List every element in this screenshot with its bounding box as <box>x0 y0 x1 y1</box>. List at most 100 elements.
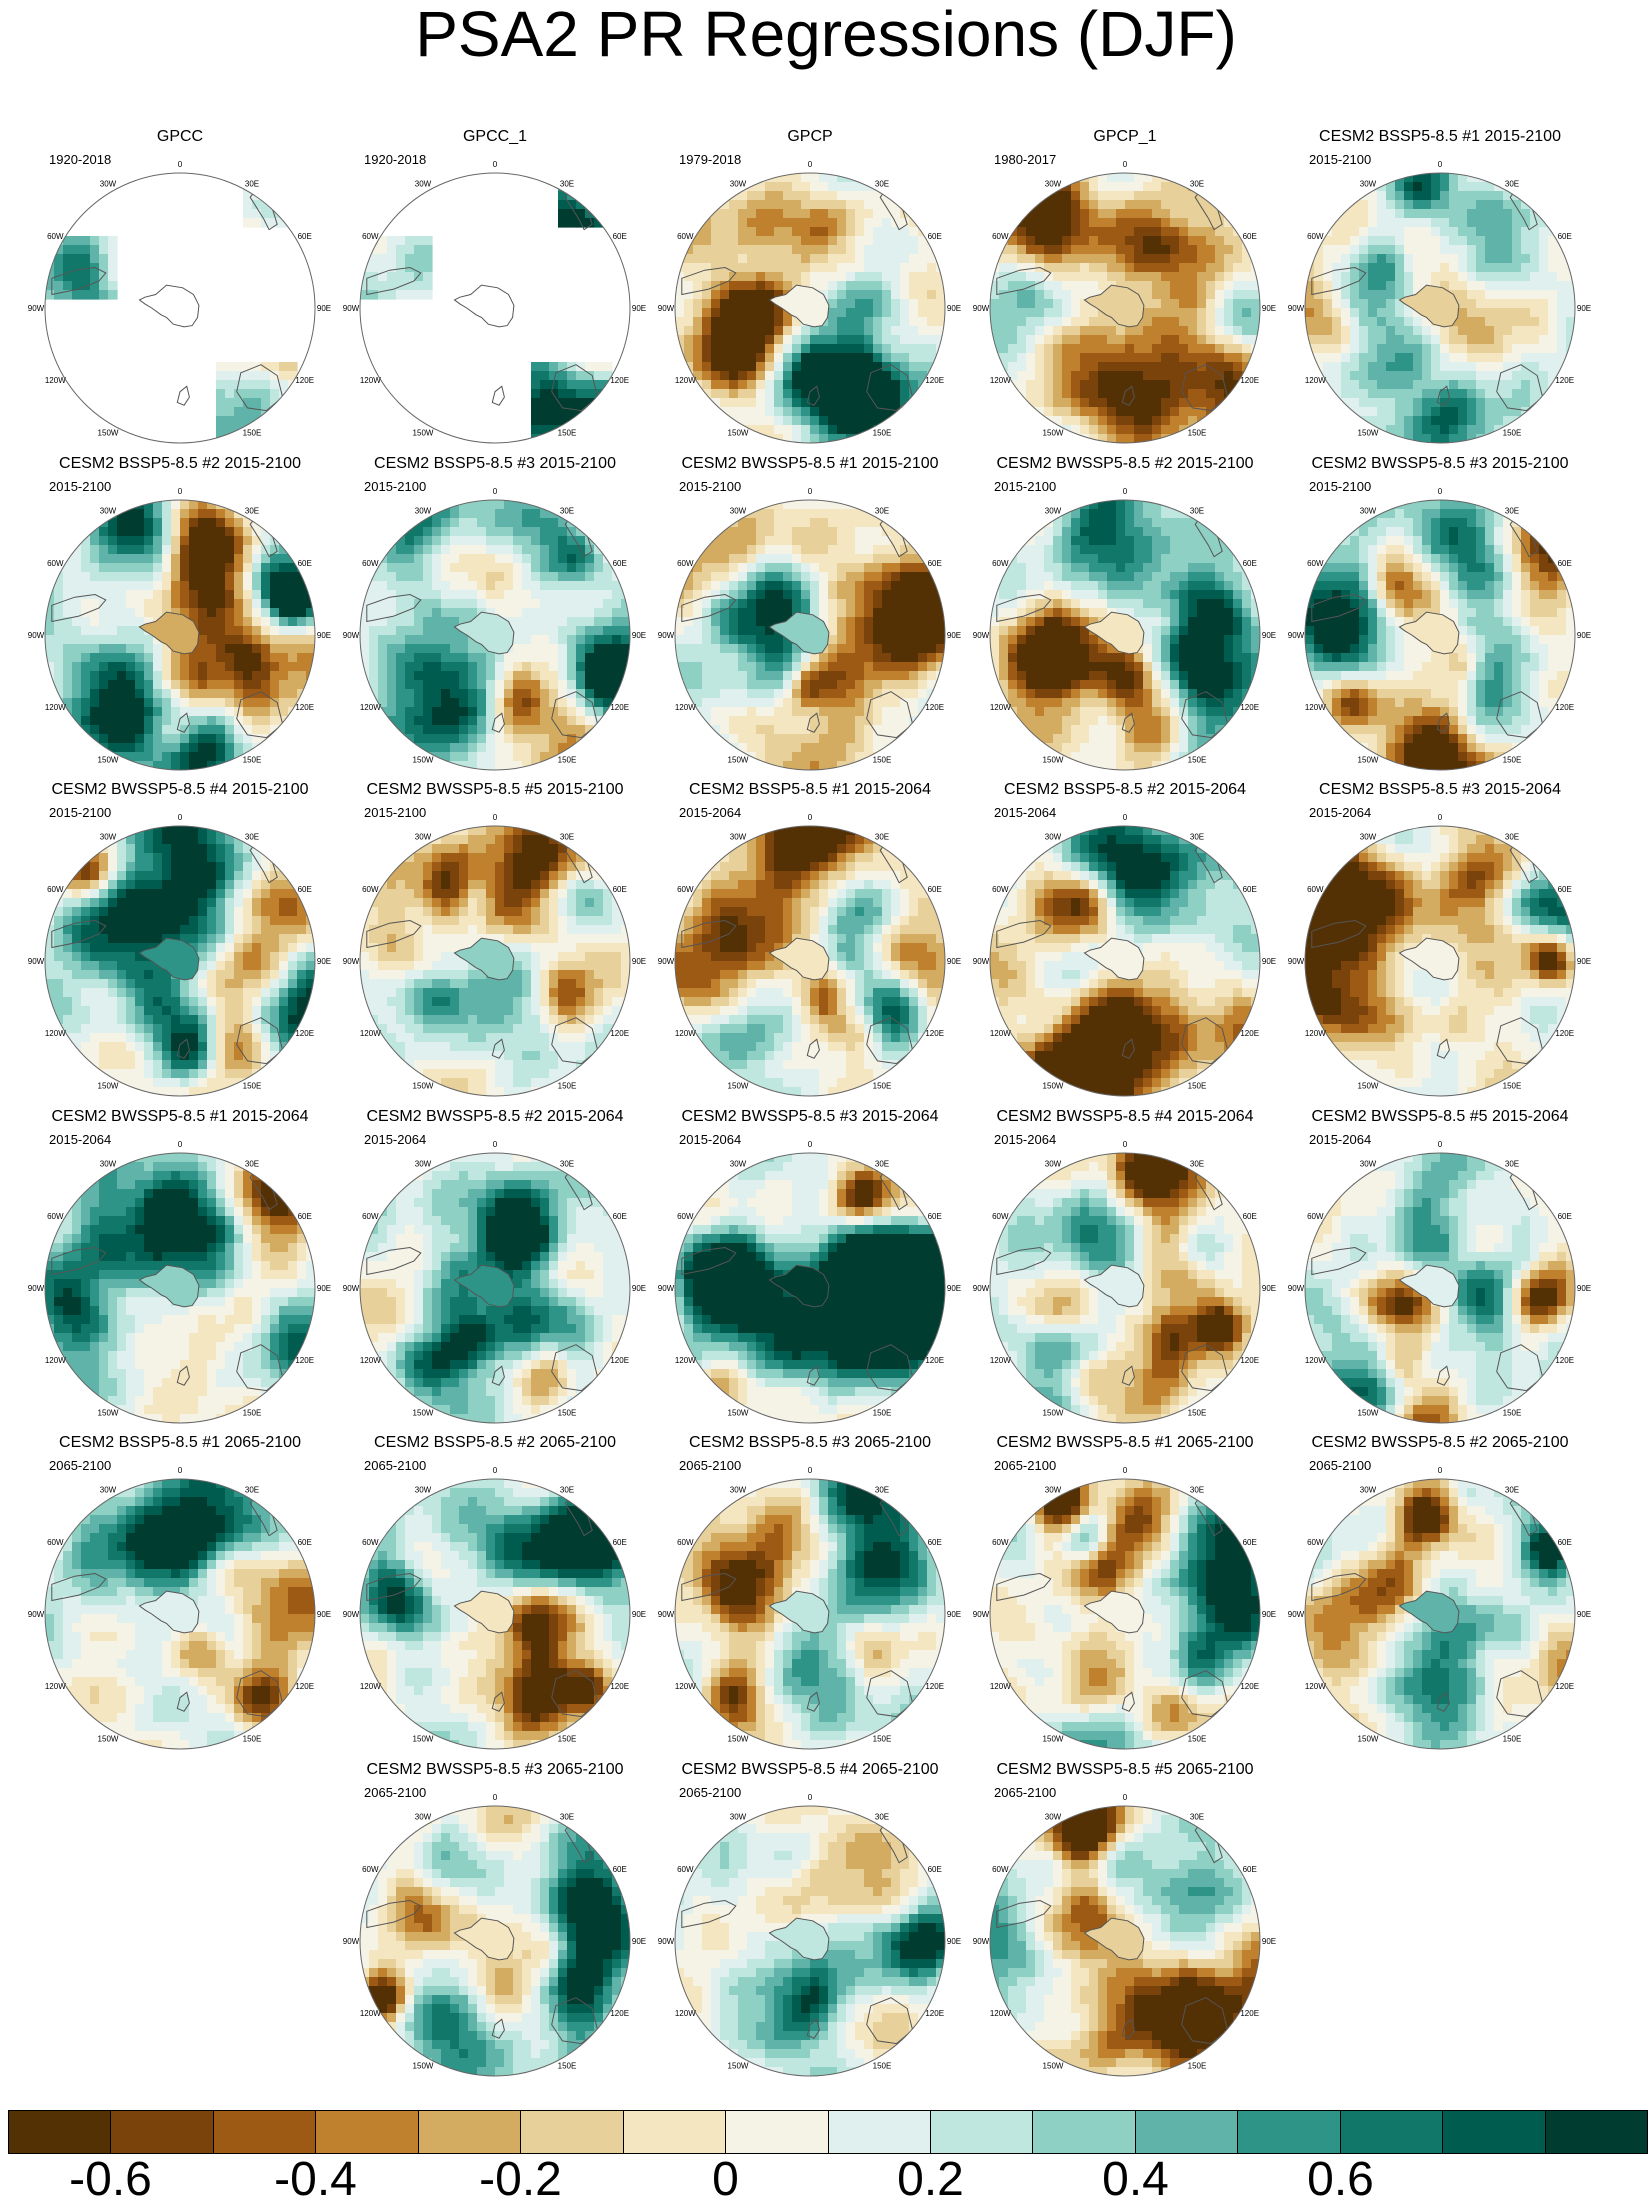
longitude-label: 120W <box>990 1682 1011 1691</box>
longitude-label: 60W <box>992 559 1009 568</box>
longitude-label: 150W <box>728 756 749 765</box>
longitude-label: 120E <box>1240 703 1259 712</box>
longitude-label: 120E <box>925 1682 944 1691</box>
longitude-label: 150W <box>98 1409 119 1418</box>
regression-field <box>360 173 630 444</box>
longitude-label: 120E <box>1240 1682 1259 1691</box>
longitude-label: 120W <box>45 1356 66 1365</box>
longitude-label: 60W <box>677 1865 694 1874</box>
longitude-label: 90E <box>632 957 646 966</box>
longitude-label: 120W <box>990 1356 1011 1365</box>
regression-field <box>1305 826 1576 1097</box>
longitude-label: 60E <box>1243 1538 1257 1547</box>
longitude-label: 150W <box>1358 1082 1379 1091</box>
longitude-label: 120E <box>295 1682 314 1691</box>
longitude-label: 150W <box>728 429 749 438</box>
longitude-label: 60E <box>1558 1538 1572 1547</box>
colorbar-tick-label: -0.2 <box>461 2152 581 2208</box>
longitude-label: 120E <box>610 376 629 385</box>
longitude-label: 90E <box>947 304 961 313</box>
longitude-label: 150W <box>413 1409 434 1418</box>
longitude-label: 90W <box>343 631 360 640</box>
polar-map: 030E60E90E120E150E180150W120W90W60W30W <box>965 781 1285 1101</box>
colorbar-swatch <box>726 2111 828 2153</box>
longitude-label: 90E <box>1577 1610 1591 1619</box>
longitude-label: 90W <box>658 957 675 966</box>
longitude-label: 60W <box>362 232 379 241</box>
longitude-label: 120E <box>610 1356 629 1365</box>
longitude-label: 150W <box>1358 756 1379 765</box>
longitude-label: 90E <box>1262 1937 1276 1946</box>
longitude-label: 90W <box>28 1610 45 1619</box>
longitude-label: 60E <box>1243 1212 1257 1221</box>
longitude-label: 150W <box>413 1735 434 1744</box>
polar-map: 030E60E90E120E150E180150W120W90W60W30W <box>1280 1434 1600 1754</box>
longitude-label: 60E <box>928 885 942 894</box>
longitude-label: 90E <box>632 1610 646 1619</box>
regression-field <box>1305 1479 1576 1750</box>
longitude-label: 120E <box>1555 1682 1574 1691</box>
longitude-label: 90E <box>1262 631 1276 640</box>
longitude-label: 120W <box>360 1029 381 1038</box>
longitude-label: 150E <box>558 429 577 438</box>
longitude-label: 120W <box>1305 703 1326 712</box>
longitude-label: 0 <box>493 1140 498 1149</box>
longitude-label: 90W <box>28 631 45 640</box>
colorbar-swatch <box>111 2111 213 2153</box>
longitude-label: 60E <box>928 232 942 241</box>
longitude-label: 90E <box>1577 1284 1591 1293</box>
regression-field <box>675 173 946 444</box>
longitude-label: 0 <box>808 1466 813 1475</box>
longitude-label: 30E <box>560 1159 574 1168</box>
longitude-label: 30W <box>1360 1485 1377 1494</box>
colorbar-swatch <box>1136 2111 1238 2153</box>
longitude-label: 150E <box>558 1735 577 1744</box>
polar-map: 030E60E90E120E150E180150W120W90W60W30W <box>965 128 1285 448</box>
longitude-label: 90E <box>1262 957 1276 966</box>
longitude-label: 90E <box>317 1610 331 1619</box>
longitude-label: 150E <box>1188 1082 1207 1091</box>
longitude-label: 60E <box>298 559 312 568</box>
longitude-label: 120W <box>360 703 381 712</box>
polar-map: 030E60E90E120E150E180150W120W90W60W30W <box>1280 455 1600 775</box>
longitude-label: 90W <box>658 304 675 313</box>
regression-field <box>675 500 946 771</box>
longitude-label: 30W <box>415 179 432 188</box>
longitude-label: 120E <box>1240 1356 1259 1365</box>
longitude-label: 90W <box>343 1284 360 1293</box>
longitude-label: 0 <box>808 1140 813 1149</box>
longitude-label: 120W <box>675 703 696 712</box>
longitude-label: 60E <box>1243 559 1257 568</box>
longitude-label: 30E <box>1505 1485 1519 1494</box>
longitude-label: 150W <box>1043 1082 1064 1091</box>
colorbar-swatch <box>624 2111 726 2153</box>
longitude-label: 120E <box>610 1029 629 1038</box>
longitude-label: 150W <box>98 429 119 438</box>
longitude-label: 120W <box>990 1029 1011 1038</box>
longitude-label: 90W <box>658 1284 675 1293</box>
regression-field <box>360 1479 631 1750</box>
regression-field <box>675 1806 946 2077</box>
longitude-label: 30W <box>1045 506 1062 515</box>
figure-title: PSA2 PR Regressions (DJF) <box>0 0 1652 74</box>
longitude-label: 60E <box>928 1538 942 1547</box>
polar-map: 030E60E90E120E150E180150W120W90W60W30W <box>20 128 340 448</box>
longitude-label: 90W <box>343 304 360 313</box>
colorbar-tick-label: -0.6 <box>51 2152 171 2208</box>
longitude-label: 30E <box>560 506 574 515</box>
longitude-label: 120W <box>1305 376 1326 385</box>
polar-map: 030E60E90E120E150E180150W120W90W60W30W <box>650 1761 970 2081</box>
longitude-label: 30W <box>415 506 432 515</box>
longitude-label: 150E <box>1503 429 1522 438</box>
longitude-label: 60W <box>992 1538 1009 1547</box>
polar-map: 030E60E90E120E150E180150W120W90W60W30W <box>335 455 655 775</box>
longitude-label: 60W <box>677 559 694 568</box>
longitude-label: 30E <box>875 1159 889 1168</box>
longitude-label: 120W <box>45 1682 66 1691</box>
longitude-label: 30E <box>875 1485 889 1494</box>
longitude-label: 30E <box>245 179 259 188</box>
longitude-label: 60W <box>47 232 64 241</box>
longitude-label: 150W <box>413 1082 434 1091</box>
